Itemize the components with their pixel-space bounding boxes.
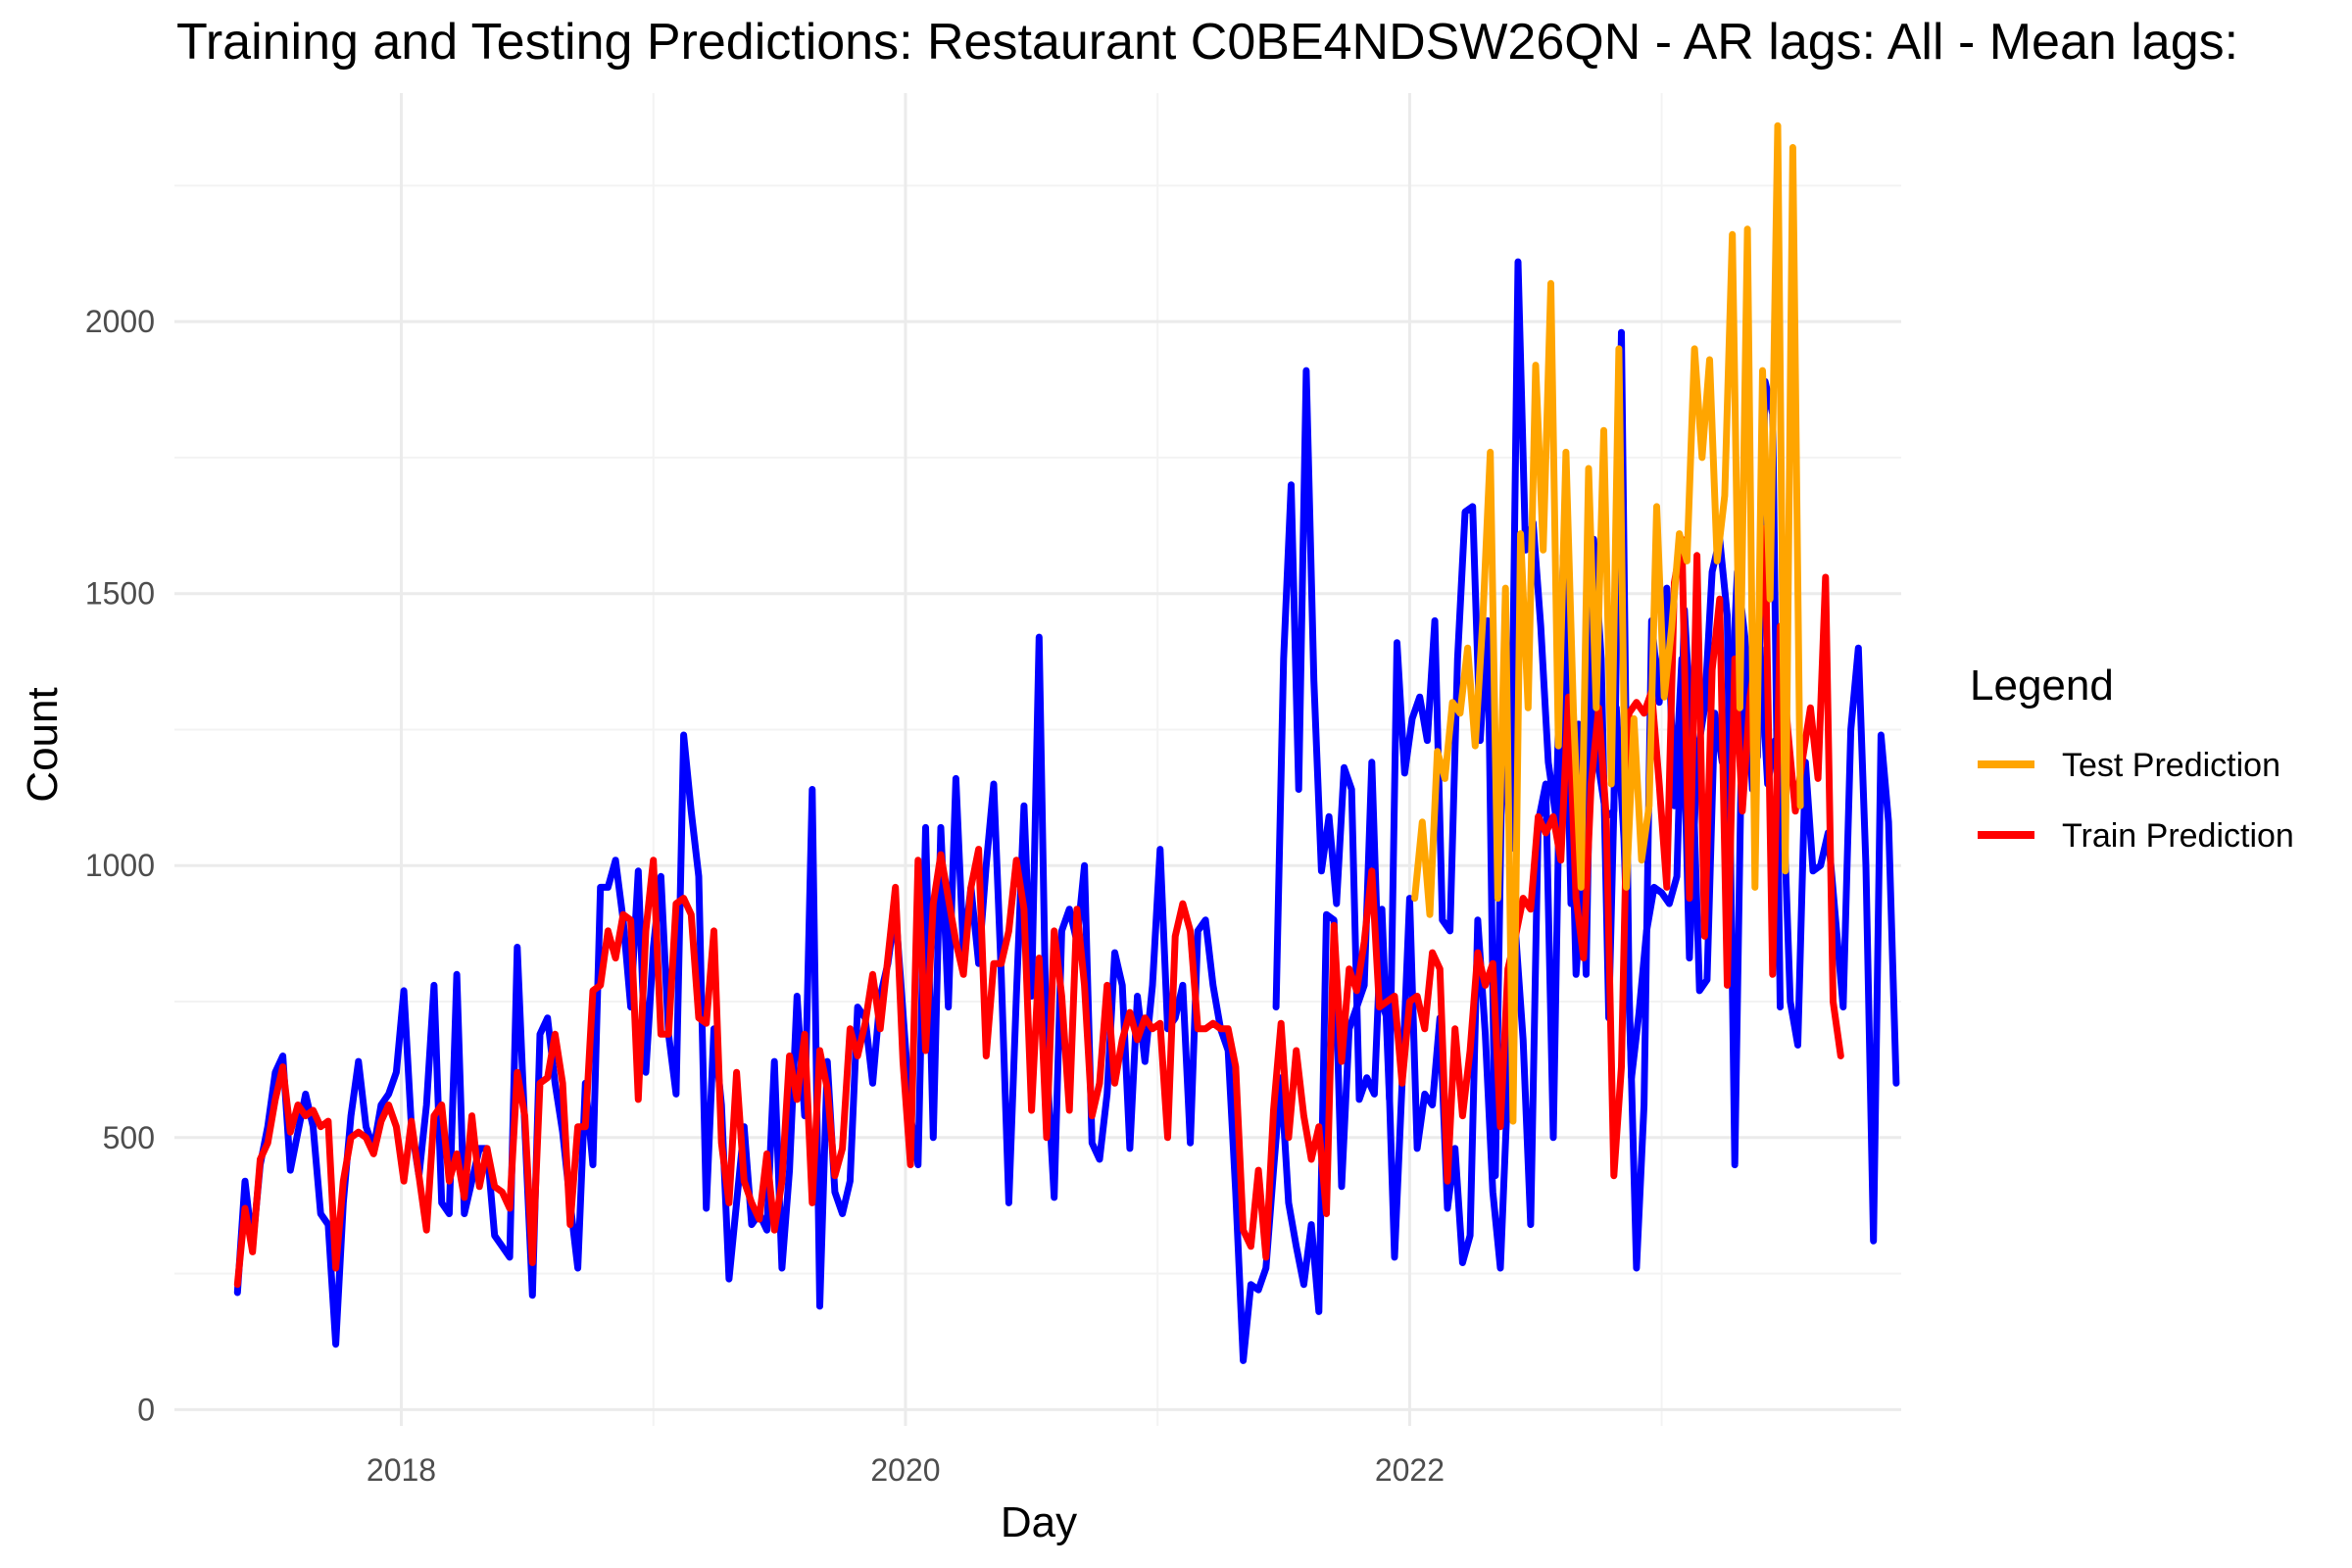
tick-labels: 0 500 1000 1500 2000 2018 2020 2022 (85, 304, 1445, 1488)
series-lines (233, 122, 1900, 1364)
x-tick-label: 2020 (870, 1452, 940, 1488)
y-tick-label: 1500 (85, 576, 155, 612)
y-axis-title: Count (19, 687, 67, 802)
y-tick-label: 0 (137, 1392, 155, 1427)
x-tick-label: 2018 (367, 1452, 436, 1488)
series-line-test-prediction (1411, 122, 1804, 1125)
legend: Legend Test Prediction Train Prediction (1970, 662, 2294, 855)
series-line-train-prediction (233, 524, 1844, 1289)
legend-title: Legend (1970, 662, 2114, 710)
x-tick-label: 2022 (1375, 1452, 1445, 1488)
chart-title: Training and Testing Predictions: Restau… (176, 14, 2238, 71)
y-tick-label: 500 (103, 1120, 155, 1155)
legend-label-test-prediction: Test Prediction (2062, 747, 2280, 784)
y-tick-label: 2000 (85, 304, 155, 339)
series-line-actual-0 (233, 328, 1784, 1364)
y-tick-label: 1000 (85, 848, 155, 883)
legend-label-train-prediction: Train Prediction (2062, 817, 2294, 855)
x-axis-title: Day (1001, 1498, 1077, 1546)
